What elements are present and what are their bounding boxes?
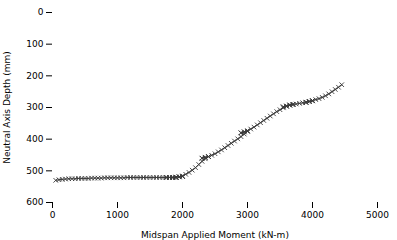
svg-text:400: 400 bbox=[26, 134, 43, 144]
svg-text:100: 100 bbox=[26, 39, 43, 49]
svg-text:600: 600 bbox=[26, 197, 43, 207]
svg-text:Midspan Applied Moment (kN-m): Midspan Applied Moment (kN-m) bbox=[141, 230, 289, 240]
svg-text:Neutral Axis Depth (mm): Neutral Axis Depth (mm) bbox=[2, 51, 12, 163]
svg-text:0: 0 bbox=[38, 7, 44, 17]
svg-text:300: 300 bbox=[26, 102, 43, 112]
svg-text:2000: 2000 bbox=[171, 210, 194, 220]
svg-text:200: 200 bbox=[26, 71, 43, 81]
svg-text:4000: 4000 bbox=[301, 210, 324, 220]
svg-text:5000: 5000 bbox=[366, 210, 389, 220]
svg-text:0: 0 bbox=[50, 210, 56, 220]
svg-text:1000: 1000 bbox=[106, 210, 129, 220]
svg-text:500: 500 bbox=[26, 166, 43, 176]
svg-text:3000: 3000 bbox=[236, 210, 259, 220]
